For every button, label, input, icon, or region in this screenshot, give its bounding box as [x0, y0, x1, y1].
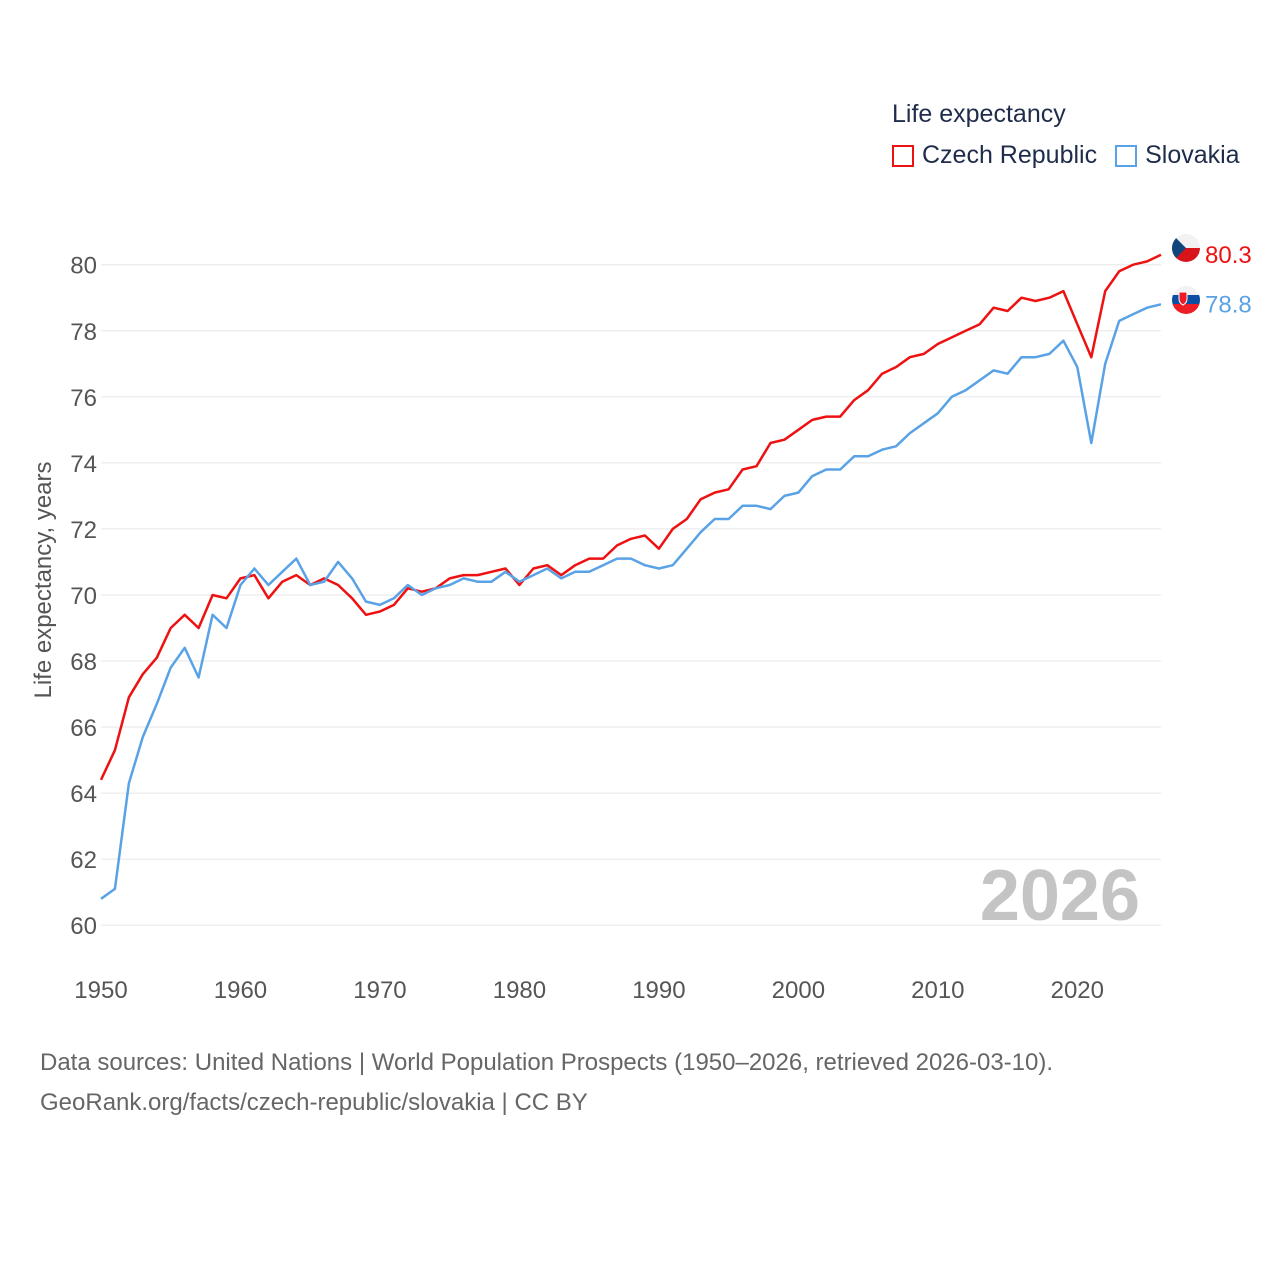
- x-tick-label: 1960: [214, 977, 267, 1004]
- y-tick-label: 62: [70, 847, 97, 874]
- series-line-czech-republic[interactable]: [99, 253, 1162, 781]
- y-tick-label: 60: [70, 913, 97, 940]
- y-tick-label: 78: [70, 319, 97, 346]
- legend-swatch-slovakia: [1115, 144, 1138, 167]
- y-tick-label: 70: [70, 583, 97, 610]
- end-value-label-slovakia: 78.8: [1205, 291, 1252, 318]
- y-tick-label: 74: [70, 451, 97, 478]
- x-tick-label: 2010: [911, 977, 964, 1004]
- slovakia-flag-icon: [1172, 286, 1200, 314]
- y-axis-label: Life expectancy, years: [30, 461, 57, 698]
- x-tick-label: 2020: [1051, 977, 1104, 1004]
- legend-title: Life expectancy: [892, 100, 1066, 128]
- y-tick-label: 68: [70, 649, 97, 676]
- legend-item-czech-republic[interactable]: Czech Republic: [892, 141, 1097, 170]
- legend-swatch-czech-republic: [892, 144, 914, 167]
- legend-label-slovakia: Slovakia: [1145, 141, 1240, 169]
- source-line-2: GeoRank.org/facts/czech-republic/slovaki…: [40, 1089, 588, 1116]
- czech-flag-icon: [1172, 234, 1200, 262]
- line-chart: 60 62 64 66 68 70 72 74 76 78 80 1950 1960 1970 1980 19…: [30, 234, 1252, 1004]
- legend-item-slovakia[interactable]: Slovakia: [1115, 141, 1240, 170]
- source-line-1: Data sources: United Nations | World Pop…: [40, 1049, 1054, 1076]
- x-tick-label: 1950: [74, 977, 127, 1004]
- legend-label-czech-republic: Czech Republic: [922, 141, 1098, 169]
- source-note: Data sources: United Nations | World Pop…: [40, 1043, 1053, 1123]
- y-tick-label: 80: [70, 253, 97, 280]
- y-tick-label: 64: [70, 781, 97, 808]
- y-tick-label: 72: [70, 517, 97, 544]
- end-value-label-czech-republic: 80.3: [1205, 242, 1252, 269]
- year-watermark: 2026: [980, 856, 1140, 936]
- x-tick-label: 1980: [493, 977, 546, 1004]
- series-line-slovakia[interactable]: [100, 303, 1162, 900]
- x-tick-label: 1990: [632, 977, 685, 1004]
- x-tick-label: 2000: [772, 977, 825, 1004]
- x-tick-label: 1970: [353, 977, 406, 1004]
- y-tick-label: 76: [70, 385, 97, 412]
- y-tick-label: 66: [70, 715, 97, 742]
- legend: Life expectancy Czech Republic Slovakia: [892, 100, 1258, 170]
